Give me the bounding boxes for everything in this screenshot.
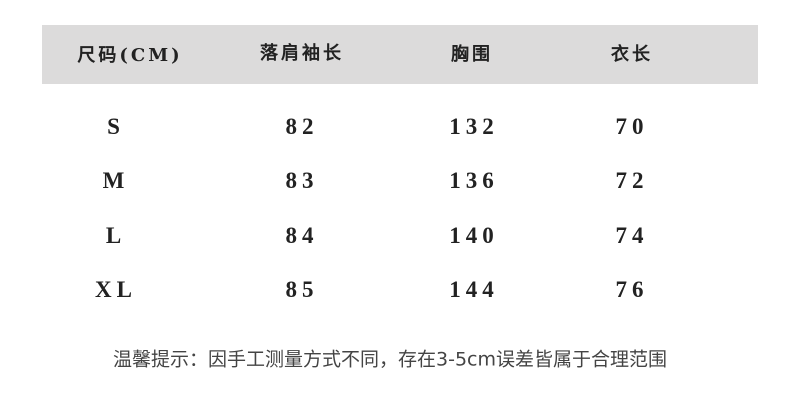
cell-chest: 144 — [449, 277, 499, 302]
cell-chest: 132 — [449, 114, 499, 139]
header-chest: 胸围 — [451, 44, 493, 65]
cell-length: 72 — [615, 168, 649, 193]
header-sleeve-length: 落肩袖长 — [260, 43, 344, 64]
cell-size: S — [107, 114, 125, 139]
cell-size: M — [102, 168, 130, 193]
header-size: 尺码(CM) — [77, 45, 183, 66]
table-header-band — [42, 25, 758, 84]
cell-length: 70 — [615, 114, 649, 139]
cell-sleeve-length: 84 — [285, 223, 319, 248]
cell-sleeve-length: 83 — [285, 168, 319, 193]
cell-sleeve-length: 85 — [285, 277, 319, 302]
cell-length: 74 — [615, 223, 649, 248]
measurement-note: 温馨提示：因手工测量方式不同，存在3-5cm误差皆属于合理范围 — [113, 348, 667, 371]
cell-size: XL — [95, 277, 137, 302]
cell-length: 76 — [615, 277, 649, 302]
header-length: 衣长 — [611, 44, 653, 65]
cell-chest: 140 — [449, 223, 499, 248]
cell-sleeve-length: 82 — [285, 114, 319, 139]
cell-chest: 136 — [449, 168, 499, 193]
cell-size: L — [105, 223, 127, 248]
